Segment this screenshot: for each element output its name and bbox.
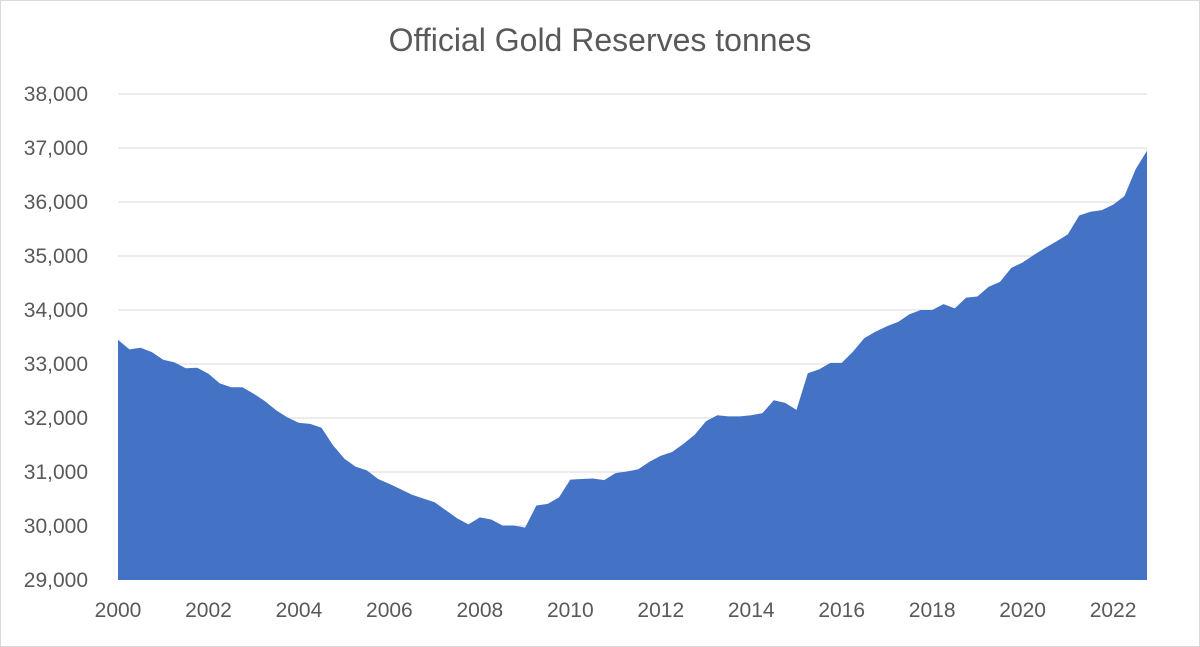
y-tick-label: 32,000 [24,407,88,430]
y-tick-label: 30,000 [24,515,88,538]
series-area-official-gold-reserves [118,150,1147,580]
x-tick-label: 2006 [366,599,413,622]
y-tick-label: 29,000 [24,569,88,592]
y-tick-label: 35,000 [24,245,88,268]
x-tick-label: 2008 [456,599,503,622]
x-tick-label: 2022 [1090,599,1137,622]
y-axis-ticks: 29,000 30,000 31,000 32,000 33,000 34,000 35,0… [24,83,88,592]
y-tick-label: 38,000 [24,83,88,106]
x-tick-label: 2020 [999,599,1046,622]
x-tick-label: 2018 [909,599,956,622]
y-tick-label: 36,000 [24,191,88,214]
x-tick-label: 2004 [276,599,323,622]
x-tick-label: 2012 [637,599,684,622]
x-tick-label: 2000 [95,599,142,622]
x-tick-label: 2002 [185,599,232,622]
plot-area [118,150,1147,580]
x-tick-label: 2014 [728,599,775,622]
y-tick-label: 34,000 [24,299,88,322]
y-tick-label: 31,000 [24,461,88,484]
x-axis-ticks: 2000 2002 2004 2006 2008 2010 2012 2014 2016 2018… [95,599,1137,622]
x-tick-label: 2016 [818,599,865,622]
x-tick-label: 2010 [547,599,594,622]
chart-title: Official Gold Reserves tonnes [388,22,812,58]
y-tick-label: 33,000 [24,353,88,376]
y-tick-label: 37,000 [24,137,88,160]
